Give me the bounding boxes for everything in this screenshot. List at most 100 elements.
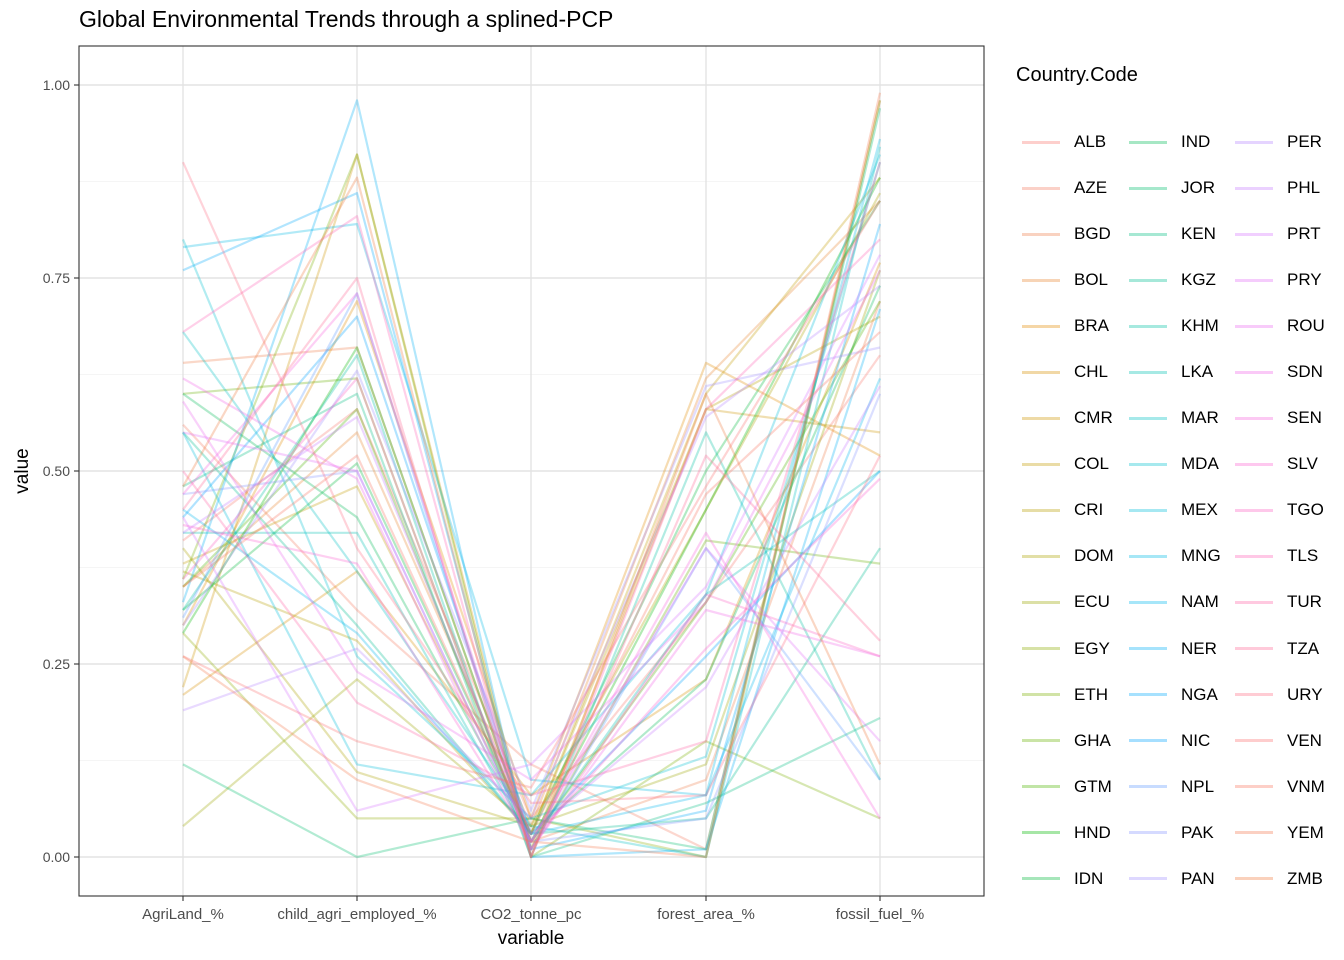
legend-key — [1235, 370, 1273, 374]
legend-item-KHM: KHM — [1123, 303, 1235, 349]
grid-lines — [79, 46, 984, 896]
legend-label: NGA — [1181, 684, 1218, 704]
legend-item-NER: NER — [1123, 626, 1235, 672]
series-line-NIC — [182, 315, 881, 835]
x-tick-label: AgriLand_% — [142, 906, 224, 923]
series-line-EGY — [182, 100, 882, 859]
series-line-ZMB — [182, 176, 881, 859]
series-line-KEN — [182, 392, 881, 859]
legend-item-PER: PER — [1229, 119, 1341, 165]
legend-label: SLV — [1287, 454, 1318, 474]
legend-label: DOM — [1074, 546, 1114, 566]
legend-item-NIC: NIC — [1123, 718, 1235, 764]
legend-item-EGY: EGY — [1016, 626, 1128, 672]
legend-key — [1235, 508, 1273, 512]
legend-item-ZMB: ZMB — [1229, 856, 1341, 902]
legend-label: KEN — [1181, 224, 1216, 244]
series-line-ROU — [182, 269, 881, 781]
legend-key — [1235, 831, 1273, 835]
legend-item-DOM: DOM — [1016, 533, 1128, 579]
legend-item-GHA: GHA — [1016, 718, 1128, 764]
legend-label: KHM — [1181, 316, 1219, 336]
legend-key — [1022, 324, 1060, 328]
series-line-ETH — [181, 153, 881, 859]
series-line-URY — [181, 161, 881, 805]
legend-item-TGO: TGO — [1229, 487, 1341, 533]
legend-label: ALB — [1074, 132, 1107, 152]
legend-item-PRY: PRY — [1229, 257, 1341, 303]
legend-key — [1235, 232, 1273, 236]
series-line-TLS — [182, 215, 881, 859]
legend-label: CHL — [1074, 362, 1109, 382]
legend-key — [1235, 693, 1273, 697]
legend-item-PAK: PAK — [1123, 810, 1235, 856]
y-axis-label: value — [12, 448, 33, 493]
legend-item-SEN: SEN — [1229, 395, 1341, 441]
legend-item-BOL: BOL — [1016, 257, 1128, 303]
series-line-PAN — [182, 346, 881, 812]
legend-key — [1129, 877, 1167, 881]
legend-label: IND — [1181, 132, 1211, 152]
chart-title: Global Environmental Trends through a sp… — [79, 6, 614, 32]
legend-key — [1129, 140, 1167, 144]
legend-label: KGZ — [1181, 270, 1216, 290]
legend-label: SEN — [1287, 408, 1322, 428]
legend-label: COL — [1074, 454, 1109, 474]
legend-label: TLS — [1287, 546, 1319, 566]
series-line-PHL — [182, 385, 881, 835]
series-line-NPL — [182, 292, 881, 851]
legend-item-AZE: AZE — [1016, 165, 1128, 211]
legend-key — [1129, 785, 1167, 789]
legend-label: PER — [1287, 132, 1322, 152]
series-line-SLV — [182, 477, 881, 843]
legend-item-VEN: VEN — [1229, 718, 1341, 764]
legend-item-MNG: MNG — [1123, 533, 1235, 579]
legend-item-TLS: TLS — [1229, 533, 1341, 579]
legend-key — [1022, 370, 1060, 374]
legend-key — [1129, 278, 1167, 282]
series-line-BOL — [182, 200, 881, 828]
legend-key — [1022, 462, 1060, 466]
legend-key — [1022, 647, 1060, 651]
legend-key — [1129, 232, 1167, 236]
series-line-SEN — [182, 292, 881, 843]
legend-label: JOR — [1181, 178, 1215, 198]
legend-item-KEN: KEN — [1123, 211, 1235, 257]
legend-label: PHL — [1287, 178, 1321, 198]
legend-key — [1022, 140, 1060, 144]
legend-key — [1235, 416, 1273, 420]
legend-item-NGA: NGA — [1123, 672, 1235, 718]
series-line-COL — [182, 176, 881, 835]
series-line-BGD — [182, 300, 882, 843]
legend-label: EGY — [1074, 638, 1110, 658]
legend-label: CRI — [1074, 500, 1104, 520]
series-line-MNG — [182, 138, 882, 797]
legend-label: ROU — [1287, 316, 1325, 336]
series-line-GTM — [182, 300, 881, 843]
legend-item-ECU: ECU — [1016, 579, 1128, 625]
legend-item-NAM: NAM — [1123, 579, 1235, 625]
legend-label: NPL — [1181, 776, 1215, 796]
legend-label: IDN — [1074, 868, 1104, 888]
legend-key — [1022, 831, 1060, 835]
legend-item-MEX: MEX — [1123, 487, 1235, 533]
series-line-TUR — [182, 161, 882, 797]
legend-key — [1022, 877, 1060, 881]
legend-key — [1129, 508, 1167, 512]
legend-label: URY — [1287, 684, 1323, 704]
series-line-BRA — [182, 300, 881, 820]
legend-label: BRA — [1074, 316, 1109, 336]
legend-key — [1129, 324, 1167, 328]
series-line-IDN — [182, 200, 881, 835]
legend-label: PAN — [1181, 868, 1215, 888]
series-line-AZE — [182, 100, 882, 851]
legend-label: PRY — [1287, 270, 1322, 290]
legend-key — [1129, 370, 1167, 374]
legend-item-PRT: PRT — [1229, 211, 1341, 257]
legend-column: ALB AZE BGD BOL BRA CHL CMR COL CRI DOM ECU EGY ETH G… — [1016, 119, 1128, 902]
series-line-ECU — [182, 269, 882, 828]
series-line-CRI — [182, 315, 881, 835]
series-line-DOM — [182, 192, 881, 828]
series-line-PRY — [182, 431, 881, 843]
legend-item-HND: HND — [1016, 810, 1128, 856]
